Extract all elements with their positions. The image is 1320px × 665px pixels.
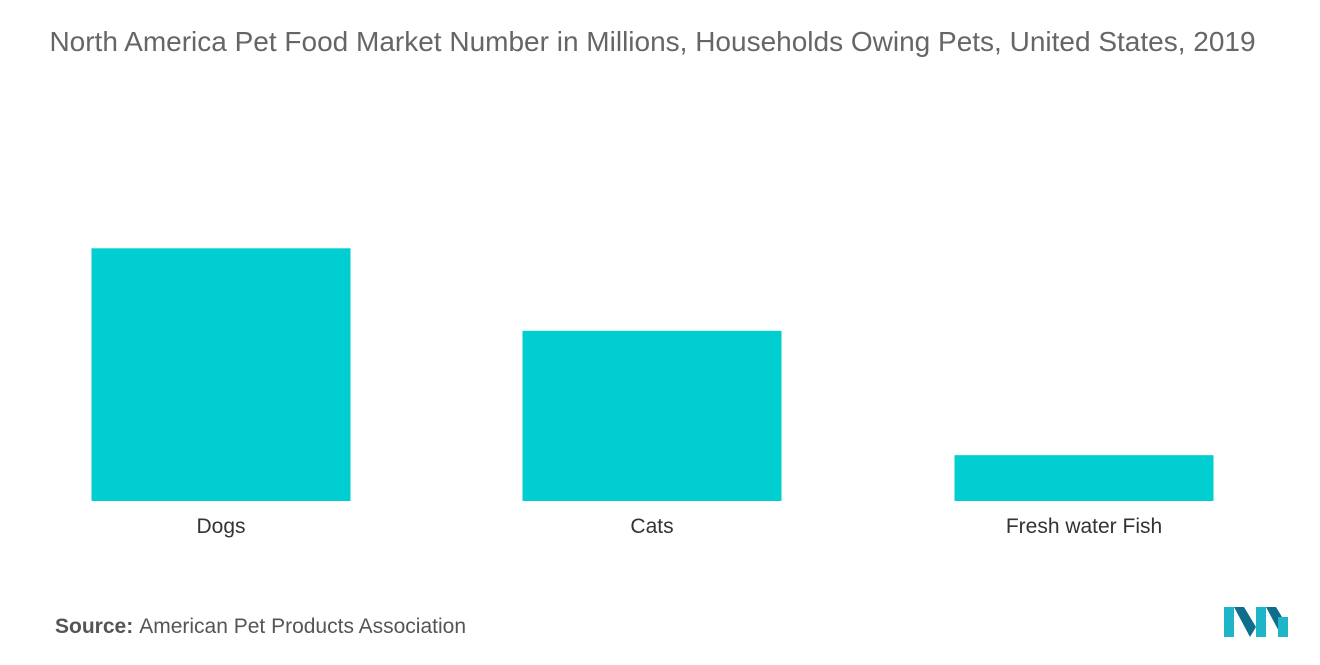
source-label: Source: [55,615,134,638]
bar-cats [522,330,782,501]
source-text: American Pet Products Association [139,615,467,638]
bar-fresh-water-fish [954,455,1214,501]
mordor-intelligence-logo-icon [1224,607,1288,637]
chart-title: North America Pet Food Market Number in … [49,26,1256,57]
category-label: Dogs [196,515,245,538]
category-label: Fresh water Fish [1006,515,1162,538]
source-note: Source: American Pet Products Association [55,615,466,639]
bars-group [91,248,1214,501]
category-label: Cats [630,515,673,538]
bar-chart: Dogs Cats Fresh water Fish [91,248,1214,538]
category-labels: Dogs Cats Fresh water Fish [196,515,1162,538]
bar-dogs [91,248,351,501]
